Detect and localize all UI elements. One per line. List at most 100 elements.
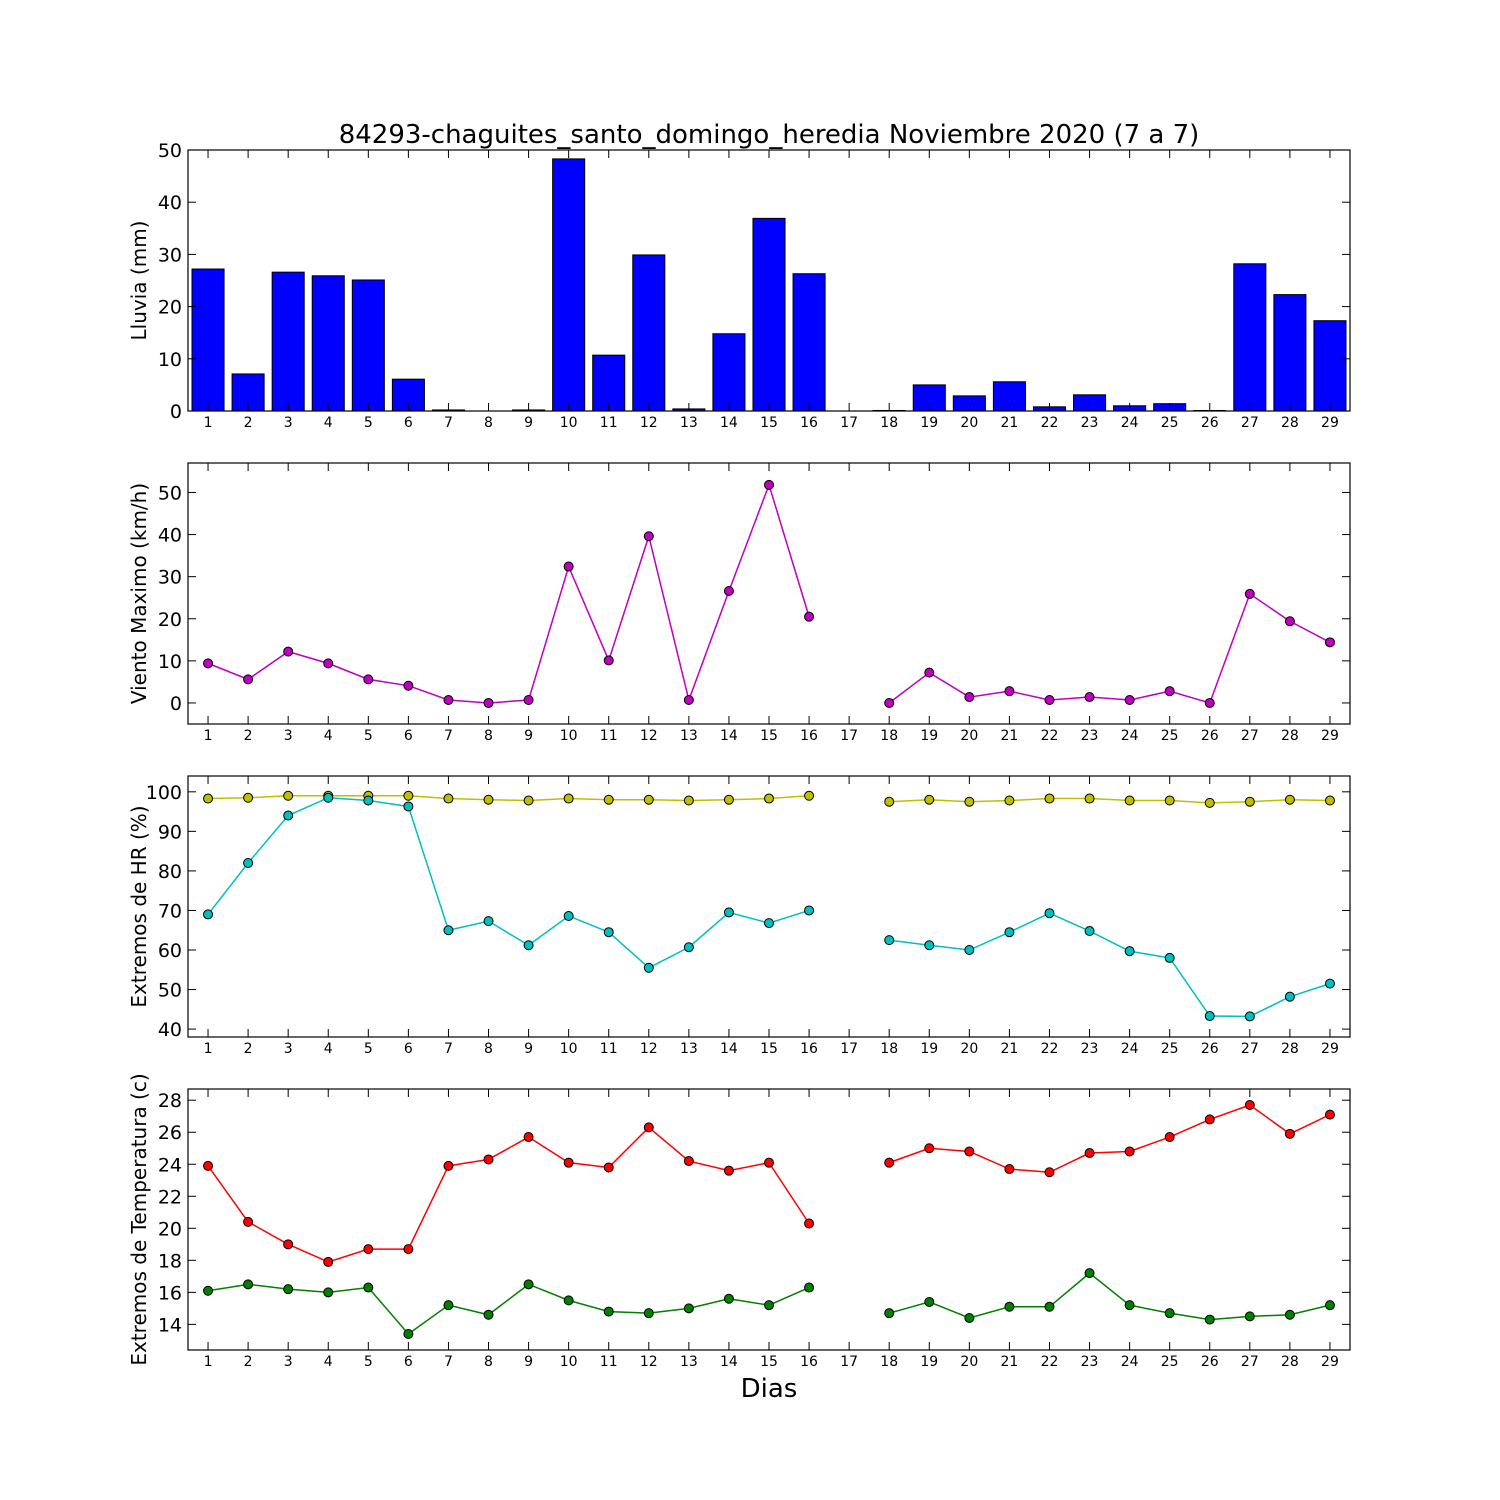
temperature-xtick-label: 4 <box>324 1354 333 1370</box>
humidity-ytick-label: 40 <box>158 1019 182 1041</box>
humidity-series-1-line-0 <box>207 796 810 969</box>
temperature-series-1-point-day-11 <box>603 1306 614 1317</box>
humidity-series-1-point-day-28 <box>1284 991 1295 1002</box>
humidity-series-0-point-day-21 <box>1004 795 1015 806</box>
wind-xtick-label: 29 <box>1321 728 1339 744</box>
temperature-series-0-point-day-9 <box>523 1132 534 1143</box>
temperature-series-1-point-day-10 <box>563 1295 574 1306</box>
humidity-series-0-point-day-13 <box>683 795 694 806</box>
humidity-series-1-point-day-18 <box>884 935 895 946</box>
wind-xtick-label: 5 <box>364 728 373 744</box>
temperature-series-1-line-0 <box>207 1283 810 1335</box>
temperature-xtick-label: 16 <box>800 1354 818 1370</box>
temperature-series-1-point-day-24 <box>1124 1300 1135 1311</box>
rain-bar-day-1 <box>191 268 225 412</box>
rain-bar-day-14 <box>712 333 746 412</box>
humidity-ytick-label: 90 <box>158 821 182 843</box>
rain-xtick-label: 8 <box>484 415 493 431</box>
temperature-ytick-label: 28 <box>158 1090 182 1112</box>
humidity-series-0-point-day-8 <box>483 794 494 805</box>
temperature-series-0-point-day-8 <box>483 1154 494 1165</box>
rain-xtick-label: 14 <box>720 415 738 431</box>
humidity-series-1-point-day-16 <box>804 905 815 916</box>
wind-series-0-point-day-27 <box>1244 588 1255 599</box>
humidity-series-1-point-day-14 <box>723 907 734 918</box>
wind-axes-frame <box>187 462 1351 725</box>
temperature-series-0-point-day-15 <box>764 1157 774 1168</box>
humidity-series-1-point-day-2 <box>243 858 254 868</box>
temperature-series-1-point-day-3 <box>283 1284 294 1295</box>
wind-series-0-point-day-12 <box>643 531 654 542</box>
humidity-ylabel: Extremos de HR (%) <box>127 805 151 1007</box>
humidity-xtick-label: 14 <box>720 1041 738 1057</box>
temperature-ytick-label: 24 <box>158 1154 182 1176</box>
temperature-series-0-line-1 <box>888 1104 1331 1174</box>
humidity-ytick-label: 100 <box>146 782 182 804</box>
temperature-series-1-point-day-8 <box>483 1309 494 1320</box>
wind-xtick-label: 4 <box>324 728 333 744</box>
humidity-series-0-line-1 <box>889 797 1330 804</box>
rain-xtick-label: 11 <box>600 415 618 431</box>
rain-xtick-label: 27 <box>1241 415 1259 431</box>
temperature-xtick-label: 22 <box>1041 1354 1059 1370</box>
temperature-series-0-point-day-1 <box>203 1160 214 1171</box>
rain-xtick-label: 13 <box>680 415 698 431</box>
rain-xtick-label: 6 <box>404 415 413 431</box>
wind-xtick-label: 11 <box>600 728 618 744</box>
humidity-xtick-label: 21 <box>1000 1041 1018 1057</box>
temperature-xtick-label: 13 <box>680 1354 698 1370</box>
temperature-xtick-label: 28 <box>1281 1354 1299 1370</box>
temperature-series-1-point-day-22 <box>1044 1301 1055 1312</box>
wind-ytick-label: 0 <box>170 693 182 715</box>
humidity-series-0-point-day-3 <box>283 790 294 801</box>
temperature-series-1-point-day-19 <box>924 1296 935 1307</box>
temperature-ytick-label: 14 <box>158 1314 182 1336</box>
wind-series-0-point-day-5 <box>363 674 374 685</box>
temperature-xtick-label: 20 <box>960 1354 978 1370</box>
temperature-series-1-line-1 <box>889 1272 1331 1321</box>
temperature-series-0-point-day-20 <box>964 1146 975 1157</box>
temperature-xtick-label: 25 <box>1161 1354 1179 1370</box>
wind-series-0-point-day-16 <box>804 611 815 622</box>
temperature-ylabel: Extremos de Temperatura (c) <box>127 1073 151 1365</box>
temperature-xtick-label: 17 <box>840 1354 858 1370</box>
temperature-series-1-point-day-9 <box>523 1279 534 1290</box>
humidity-series-1-point-day-7 <box>443 925 454 936</box>
temperature-series-0-point-day-7 <box>443 1160 454 1171</box>
humidity-xtick-label: 12 <box>640 1041 658 1057</box>
humidity-xtick-label: 24 <box>1121 1041 1139 1057</box>
temperature-series-1-point-day-23 <box>1084 1268 1095 1279</box>
humidity-xtick-label: 15 <box>760 1041 778 1057</box>
temperature-series-1-point-day-12 <box>643 1308 654 1319</box>
humidity-xtick-label: 11 <box>600 1041 618 1057</box>
temperature-series-0-point-day-2 <box>243 1216 254 1227</box>
humidity-series-0-point-day-16 <box>804 790 815 801</box>
wind-series-0-point-day-26 <box>1204 697 1215 708</box>
temperature-xtick-label: 8 <box>484 1354 493 1370</box>
temperature-xtick-label: 11 <box>600 1354 618 1370</box>
rain-xtick-label: 19 <box>920 415 938 431</box>
temperature-series-0-point-day-18 <box>884 1157 895 1168</box>
wind-xtick-label: 9 <box>524 728 533 744</box>
temperature-ytick-label: 22 <box>158 1186 182 1208</box>
figure-title: 84293-chaguites_santo_domingo_heredia No… <box>339 120 1200 150</box>
rain-ytick-label: 0 <box>170 401 182 423</box>
humidity-series-1-point-day-27 <box>1244 1011 1255 1022</box>
humidity-xtick-label: 8 <box>484 1041 493 1057</box>
temperature-xtick-label: 14 <box>720 1354 738 1370</box>
humidity-xtick-label: 3 <box>284 1041 293 1057</box>
rain-bar-day-3 <box>271 271 305 412</box>
rain-xtick-label: 12 <box>640 415 658 431</box>
humidity-series-0-point-day-22 <box>1044 793 1055 804</box>
wind-xtick-label: 19 <box>920 728 938 744</box>
wind-series-0-point-day-2 <box>243 674 254 685</box>
wind-series-0-line-0 <box>207 482 810 704</box>
humidity-series-1-point-day-10 <box>563 910 574 921</box>
temperature-series-0-point-day-29 <box>1324 1109 1335 1120</box>
temperature-series-1-point-day-20 <box>964 1312 975 1323</box>
humidity-xtick-label: 17 <box>840 1041 858 1057</box>
temperature-xtick-label: 27 <box>1241 1354 1259 1370</box>
wind-xtick-label: 28 <box>1281 728 1299 744</box>
wind-xtick-label: 22 <box>1041 728 1059 744</box>
